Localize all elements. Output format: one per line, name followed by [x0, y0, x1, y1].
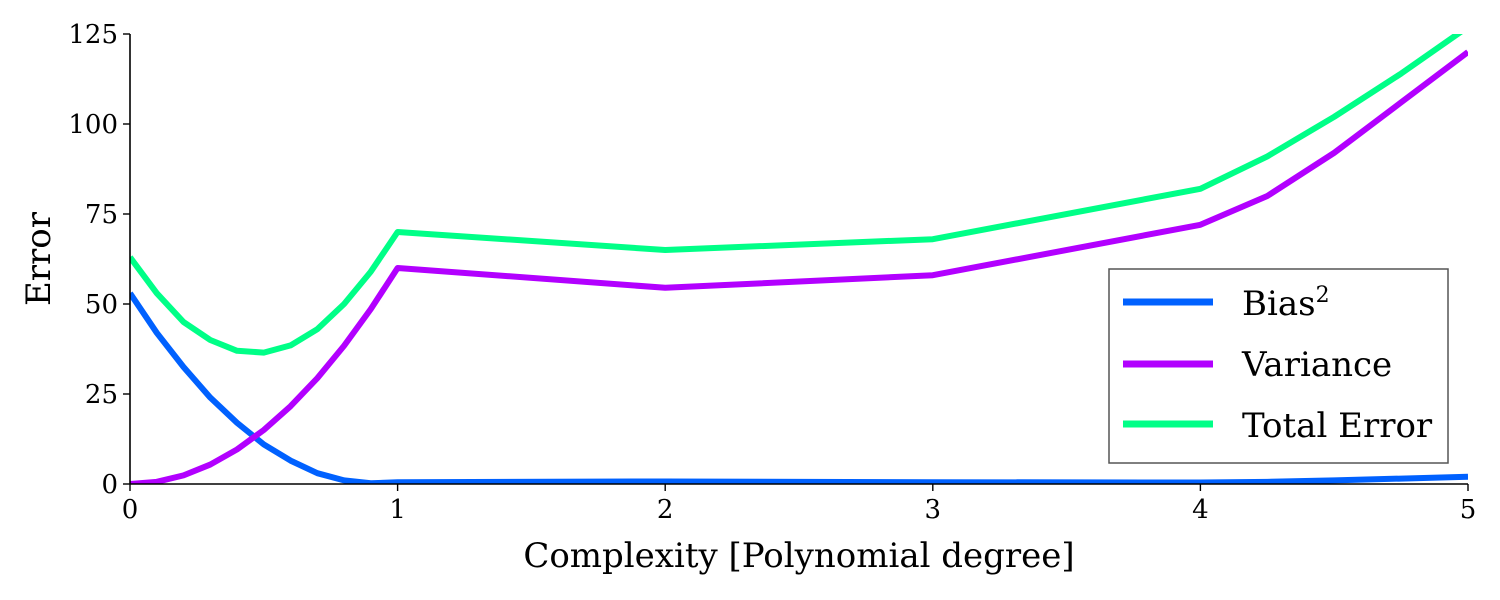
x-tick-label: 0 [122, 495, 139, 525]
x-tick-label: 4 [1192, 495, 1209, 525]
y-tick-label: 125 [68, 20, 118, 50]
series-line-variance [130, 49, 1468, 484]
x-axis-label: Complexity [Polynomial degree] [523, 536, 1074, 576]
y-tick-label: 100 [68, 110, 118, 140]
series-line-bias [130, 291, 1468, 484]
x-tick-label: 5 [1460, 495, 1477, 525]
y-ticks: 0 25 50 75 100 125 [68, 20, 130, 500]
y-tick-label: 0 [101, 470, 118, 500]
series-layer [130, 34, 1468, 484]
x-tick-label: 1 [389, 495, 406, 525]
legend-label-variance: Variance [1241, 345, 1392, 385]
x-tick-label: 2 [657, 495, 674, 525]
x-tick-label: 3 [925, 495, 942, 525]
legend-label-total-error: Total Error [1242, 406, 1433, 446]
legend-bias-name: Bias [1242, 284, 1316, 324]
y-axis-label: Error [19, 211, 59, 306]
y-tick-label: 50 [85, 290, 118, 320]
legend: Bias2 Variance Total Error [1108, 268, 1449, 464]
x-ticks: 0 1 2 3 4 5 [122, 484, 1477, 525]
y-tick-label: 75 [85, 200, 118, 230]
series-line-total-error [130, 34, 1463, 356]
legend-label-bias: Bias2 [1242, 283, 1330, 324]
y-tick-label: 25 [85, 380, 118, 410]
legend-bias-superscript: 2 [1316, 283, 1330, 308]
